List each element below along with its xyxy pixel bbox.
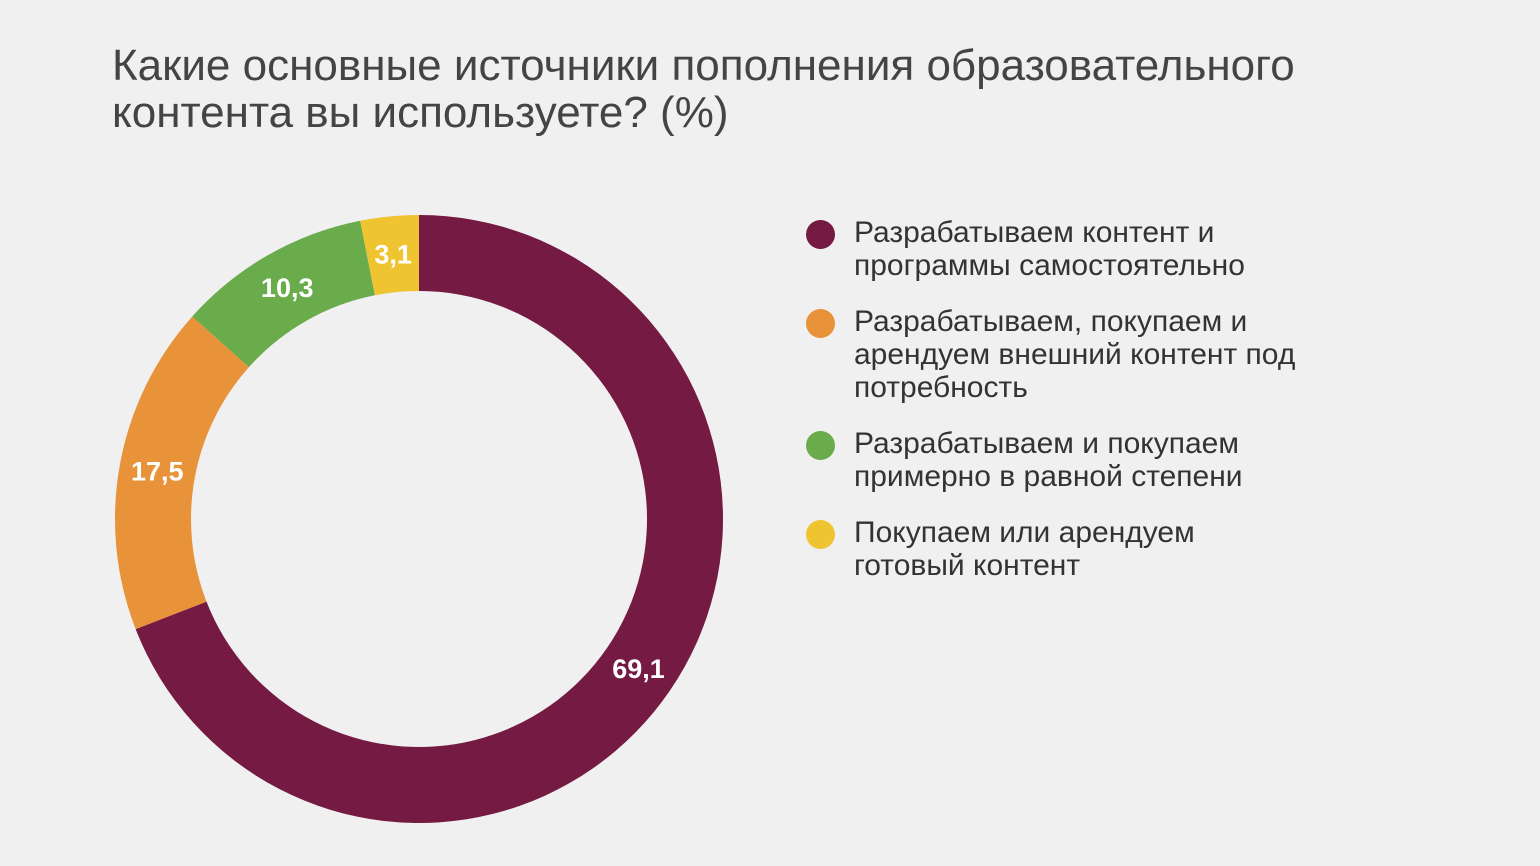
- legend-item: Разрабатываем контент и программы самост…: [806, 216, 1294, 282]
- slice-value-label: 3,1: [374, 239, 412, 269]
- donut-slice: [114, 316, 249, 630]
- slice-value-label: 69,1: [612, 654, 665, 684]
- legend-item: Разрабатываем, покупаем и арендуем внешн…: [806, 305, 1304, 404]
- slice-value-label: 10,3: [261, 273, 314, 303]
- donut-chart: 69,1 17,5 10,3 3,1: [114, 215, 723, 823]
- legend-dot-icon: [806, 309, 835, 338]
- legend-label: Разрабатываем, покупаем и арендуем внешн…: [854, 305, 1296, 404]
- legend: Разрабатываем контент и программы самост…: [806, 216, 1406, 605]
- legend-label: Разрабатываем контент и программы самост…: [854, 216, 1245, 282]
- legend-dot-icon: [806, 220, 835, 249]
- legend-dot-icon: [806, 520, 835, 549]
- legend-item: Разрабатываем и покупаем примерно в равн…: [806, 427, 1284, 493]
- legend-dot-icon: [806, 431, 835, 460]
- legend-label: Покупаем или арендуем готовый контент: [854, 516, 1195, 582]
- donut-slice: [360, 215, 419, 296]
- legend-label: Разрабатываем и покупаем примерно в равн…: [854, 427, 1243, 493]
- legend-item: Покупаем или арендуем готовый контент: [806, 516, 1234, 582]
- slice-value-label: 17,5: [131, 457, 184, 487]
- chart-title: Какие основные источники пополнения обра…: [112, 41, 1295, 137]
- donut-slice: [192, 220, 375, 368]
